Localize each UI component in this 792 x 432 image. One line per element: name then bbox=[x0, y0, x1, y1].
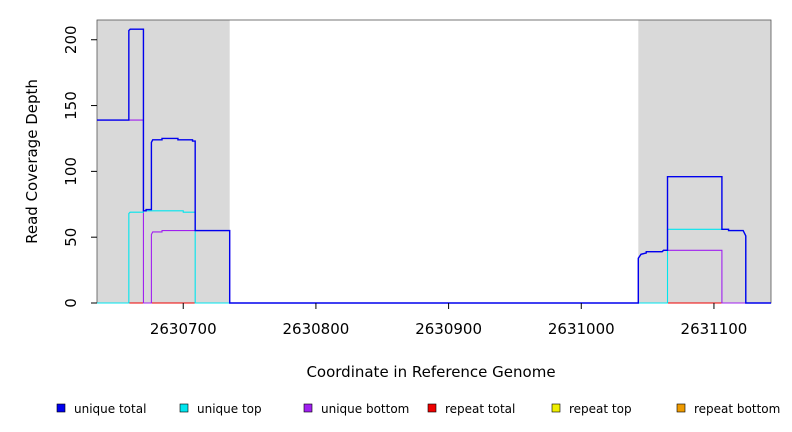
shaded-regions bbox=[97, 20, 771, 303]
x-tick-label: 2631100 bbox=[681, 320, 748, 338]
x-tick-label: 2631000 bbox=[548, 320, 615, 338]
legend-swatch bbox=[551, 403, 561, 413]
legend-label: unique top bbox=[197, 402, 262, 416]
y-axis: 0 50 100 150 200 bbox=[62, 25, 97, 308]
legend-label: unique total bbox=[74, 402, 146, 416]
shaded-region-1 bbox=[97, 20, 230, 303]
legend-swatch bbox=[676, 403, 686, 413]
legend: unique total unique top unique bottom repea… bbox=[56, 402, 780, 416]
y-tick-label: 200 bbox=[62, 25, 80, 54]
y-tick-label: 50 bbox=[62, 228, 80, 247]
legend-swatch bbox=[179, 403, 189, 413]
legend-label: repeat top bbox=[569, 402, 632, 416]
legend-label: unique bottom bbox=[321, 402, 409, 416]
x-axis: 2630700 2630800 2630900 2631000 2631100 bbox=[150, 303, 748, 338]
legend-swatch bbox=[56, 403, 66, 413]
x-tick-label: 2630800 bbox=[283, 320, 350, 338]
series-line-unique-total bbox=[97, 28, 771, 304]
legend-label: repeat bottom bbox=[694, 402, 780, 416]
series-lines bbox=[97, 28, 771, 304]
legend-label: repeat total bbox=[445, 402, 515, 416]
x-axis-title: Coordinate in Reference Genome bbox=[306, 363, 555, 381]
x-tick-label: 2630900 bbox=[415, 320, 482, 338]
y-tick-label: 100 bbox=[62, 157, 80, 186]
shaded-region-2 bbox=[638, 20, 771, 303]
y-axis-title: Read Coverage Depth bbox=[23, 79, 41, 244]
legend-swatch bbox=[303, 403, 313, 413]
x-tick-label: 2630700 bbox=[150, 320, 217, 338]
y-tick-label: 150 bbox=[62, 91, 80, 120]
legend-swatch bbox=[427, 403, 437, 413]
y-tick-label: 0 bbox=[62, 298, 80, 308]
